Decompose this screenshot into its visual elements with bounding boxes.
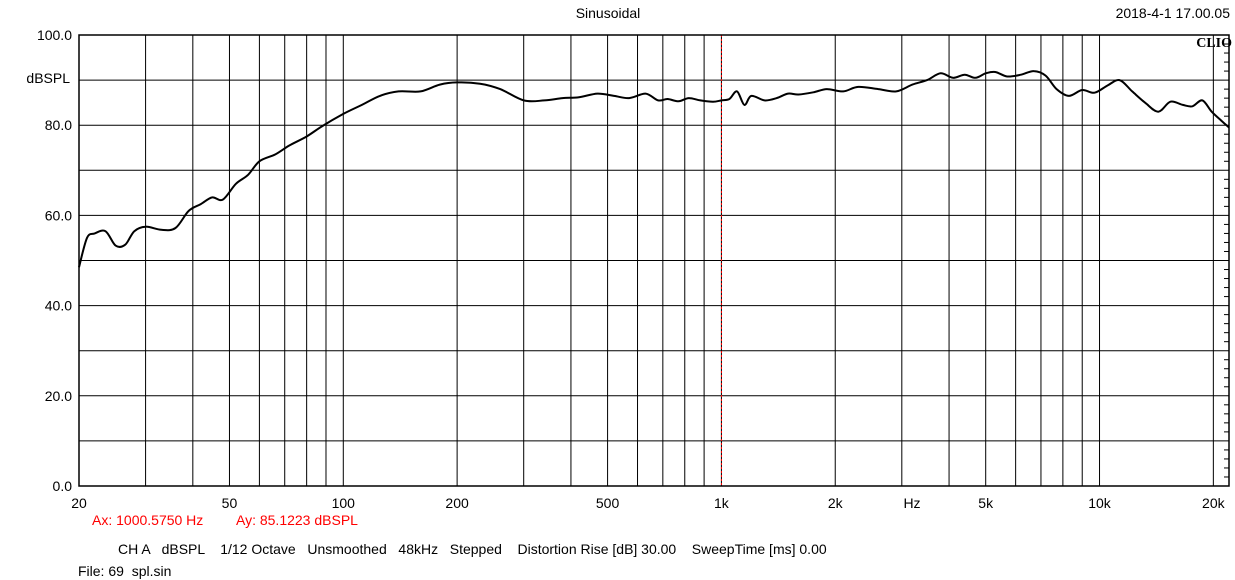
- x-tick-label: 200: [445, 495, 469, 511]
- x-tick-label: 20k: [1202, 495, 1226, 511]
- x-tick-label: 2k: [828, 495, 844, 511]
- cursor-y-readout: Ay: 85.1223 dBSPL: [236, 512, 358, 528]
- y-axis-label: dBSPL: [26, 70, 70, 86]
- x-axis-ticks: 20 50 100 200 500 1k 2k 5k 10k 20k: [71, 495, 1225, 511]
- x-tick-label: 100: [332, 495, 356, 511]
- brand-logo: CLIO: [1196, 36, 1232, 51]
- x-tick-label: 10k: [1088, 495, 1112, 511]
- measurement-mode: Sinusoidal: [576, 5, 641, 21]
- grid: [79, 35, 1229, 486]
- cursor-x-readout: Ax: 1000.5750 Hz: [92, 512, 203, 528]
- x-tick-label: 1k: [714, 495, 730, 511]
- series-layer: [78, 70, 1230, 268]
- spl-curve: [78, 70, 1230, 268]
- y-tick-label: 60.0: [45, 207, 72, 223]
- x-tick-label: 500: [596, 495, 620, 511]
- x-tick-label: 5k: [978, 495, 994, 511]
- x-axis-unit-label: Hz: [903, 495, 920, 511]
- plot-frame: [78, 34, 1230, 487]
- x-tick-label: 20: [71, 495, 87, 511]
- y-tick-label: 80.0: [45, 117, 72, 133]
- y-tick-label: 100.0: [37, 27, 72, 43]
- y-tick-label: 0.0: [53, 478, 73, 494]
- y-axis-ticks: 0.0 20.0 40.0 60.0 80.0 100.0: [37, 27, 72, 494]
- measurement-settings: CH A dBSPL 1/12 Octave Unsmoothed 48kHz …: [118, 541, 827, 557]
- x-tick-label: 50: [222, 495, 238, 511]
- y-tick-label: 20.0: [45, 388, 72, 404]
- measurement-datetime: 2018-4-1 17.00.05: [1116, 5, 1231, 21]
- file-name: File: 69 spl.sin: [78, 563, 171, 579]
- y-tick-label: 40.0: [45, 298, 72, 314]
